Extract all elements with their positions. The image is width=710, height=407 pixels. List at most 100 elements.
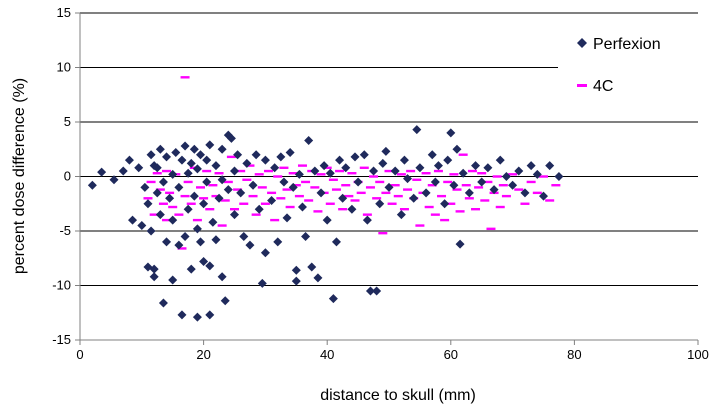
data-point-4c [196,186,206,189]
data-point-4c [149,213,159,216]
data-point-perfexion [230,166,239,176]
data-point-4c [165,191,175,195]
data-point-perfexion [189,191,199,201]
data-point-4c [242,178,252,181]
data-point-4c [279,166,289,169]
data-point-perfexion [168,169,178,179]
data-point-perfexion [270,163,280,173]
data-point-4c [372,197,382,200]
data-point-perfexion [288,182,298,192]
data-point-perfexion [143,199,153,209]
data-point-perfexion [196,150,206,160]
data-point-perfexion [118,166,128,176]
data-point-perfexion [205,140,215,150]
data-point-perfexion [146,150,156,160]
data-point-4c [162,218,172,222]
data-point-4c [168,205,178,209]
data-point-4c [263,169,273,173]
data-point-perfexion [211,161,221,171]
data-point-perfexion [316,188,326,198]
data-point-perfexion [165,193,175,203]
data-point-perfexion [415,163,425,173]
data-point-4c [498,184,508,187]
series-perfexion [87,125,564,322]
data-point-perfexion [440,199,450,209]
data-point-4c [384,169,394,173]
y-tick-labels: -15 -10 -5 0 5 10 15 [52,5,71,347]
data-point-perfexion [347,204,357,214]
data-point-perfexion [211,235,221,245]
data-point-4c [285,205,295,209]
data-point-perfexion [162,152,172,162]
data-point-4c [177,247,187,250]
data-point-perfexion [183,168,193,178]
data-point-perfexion [257,278,267,288]
data-point-perfexion [217,144,227,154]
data-point-4c [205,208,215,211]
data-point-perfexion [192,164,202,174]
data-point-4c [350,199,360,202]
data-point-perfexion [331,237,341,247]
data-point-perfexion [421,188,431,198]
data-point-4c [155,188,165,191]
data-point-perfexion [508,180,518,190]
data-point-4c [294,194,304,198]
data-point-perfexion [254,204,264,214]
data-point-4c [539,175,548,178]
data-point-4c [406,169,416,173]
data-point-4c [143,197,153,200]
data-point-4c [437,194,447,198]
data-point-perfexion [350,152,360,162]
data-point-perfexion [146,226,156,236]
data-point-4c [328,178,338,181]
data-point-4c [239,202,249,205]
data-point-4c [365,186,375,189]
data-point-perfexion [539,191,548,201]
data-point-4c [257,186,267,189]
data-point-4c [452,188,462,191]
data-point-perfexion [291,276,301,286]
data-point-perfexion [124,155,134,165]
data-point-4c [393,194,403,198]
data-point-4c [304,199,314,202]
data-point-perfexion [477,177,487,187]
data-point-perfexion [196,237,206,247]
data-point-4c [492,175,502,178]
data-point-perfexion [217,175,227,185]
data-point-perfexion [199,257,209,267]
data-point-perfexion [362,215,372,225]
data-point-perfexion [304,136,314,146]
data-point-4c [310,186,320,189]
y-tick-label: 15 [57,5,71,20]
data-point-perfexion [183,204,193,214]
data-point-perfexion [443,155,453,165]
data-point-4c [270,218,280,222]
data-point-4c [362,213,372,216]
data-point-4c [223,180,233,184]
data-point-4c [455,210,465,213]
axes [75,12,699,345]
data-point-4c [477,172,487,175]
data-point-4c [474,186,484,189]
data-point-perfexion [189,144,199,154]
data-point-4c [427,184,437,187]
data-point-4c [276,197,286,200]
data-point-4c [415,224,425,227]
data-point-perfexion [427,150,437,160]
data-point-4c [267,191,277,195]
legend: Perfexion 4C [558,28,698,102]
data-point-4c [495,205,505,209]
data-point-perfexion [341,163,351,173]
data-point-perfexion [186,264,196,274]
data-point-perfexion [233,150,243,160]
data-point-perfexion [483,163,493,173]
data-point-perfexion [412,125,422,135]
data-point-perfexion [399,155,409,165]
data-point-4c [359,166,369,169]
data-point-4c [532,191,542,195]
data-point-perfexion [199,199,209,209]
data-point-4c [174,213,184,216]
data-point-4c [501,194,511,198]
data-point-perfexion [446,128,456,138]
